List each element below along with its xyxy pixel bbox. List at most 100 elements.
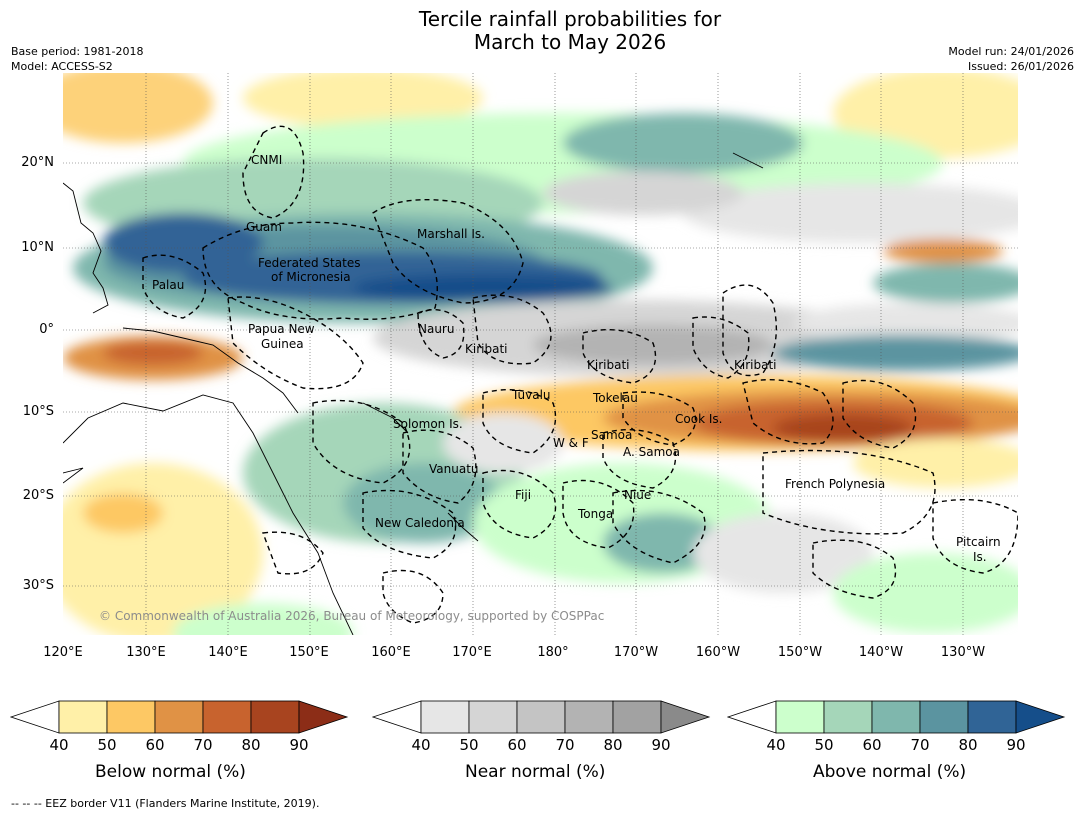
region-label-tuvalu: Tuvalu: [512, 388, 551, 402]
model-name: Model: ACCESS-S2: [11, 60, 113, 73]
region-label-cook: Cook Is.: [675, 412, 723, 426]
region-label-new-caledonia: New Caledonia: [375, 516, 465, 530]
x-tick-label: 120°E: [43, 645, 83, 660]
region-label-vanuatu: Vanuatu: [429, 462, 479, 476]
x-tick-label: 160°E: [371, 645, 411, 660]
eez-borders: [142, 125, 1018, 624]
map-title-line2: March to May 2026: [473, 30, 667, 54]
y-tick-label: 20°S: [22, 488, 54, 503]
eez-legend-note: -- -- -- EEZ border V11 (Flanders Marine…: [11, 797, 320, 810]
colorbar-title-near: Near normal (%): [465, 762, 606, 782]
copyright-notice: © Commonwealth of Australia 2026, Bureau…: [99, 609, 605, 623]
colorbar-over-triangle: [660, 700, 711, 734]
region-label-kiribati-west: Kiribati: [465, 342, 508, 356]
colorbar-below-normal: [10, 700, 349, 734]
colorbar-over-triangle: [1015, 700, 1066, 734]
colorbar-tick: 80: [958, 736, 978, 754]
issued-date: Issued: 26/01/2026: [967, 60, 1074, 73]
region-label-fsm-line1: Federated States: [258, 256, 361, 270]
x-tick-label: 170°W: [613, 645, 659, 660]
colorbar-segment: [468, 700, 518, 734]
colorbar-title-below: Below normal (%): [95, 762, 246, 782]
region-label-samoa: Samoa: [591, 428, 633, 442]
colorbar-segment: [775, 700, 825, 734]
y-tick-label: 30°S: [22, 578, 54, 593]
rainfall-map: CNMI Guam Marshall Is. Federated States …: [63, 73, 1018, 635]
rainfall-map-canvas: [63, 73, 1018, 635]
region-label-kiribati-east: Kiribati: [734, 358, 777, 372]
region-label-tokelau: Tokelau: [593, 391, 638, 405]
colorbar-tick: 90: [289, 736, 309, 754]
region-label-palau: Palau: [152, 278, 185, 292]
colorbar-segment: [564, 700, 614, 734]
colorbar-tick: 40: [49, 736, 69, 754]
colorbar-segment: [420, 700, 470, 734]
colorbar-tick: 80: [241, 736, 261, 754]
colorbar-tick: 60: [862, 736, 882, 754]
colorbar-under-triangle: [727, 700, 777, 734]
colorbar-segment: [612, 700, 662, 734]
colorbar-segment: [250, 700, 300, 734]
colorbar-segment: [516, 700, 566, 734]
y-tick-label: 0°: [39, 322, 54, 337]
colorbar-tick: 70: [193, 736, 213, 754]
colorbar-tick: 50: [97, 736, 117, 754]
region-label-cnmi: CNMI: [251, 153, 283, 167]
region-label-kiribati-central: Kiribati: [587, 358, 630, 372]
colorbar-segment: [58, 700, 108, 734]
region-label-french-polynesia: French Polynesia: [785, 477, 886, 491]
colorbar-tick: 50: [459, 736, 479, 754]
region-label-fiji: Fiji: [515, 488, 532, 502]
region-label-nauru: Nauru: [418, 322, 455, 336]
x-tick-label: 150°E: [289, 645, 329, 660]
colorbar-tick: 40: [766, 736, 786, 754]
colorbar-tick: 40: [411, 736, 431, 754]
colorbar-near-normal: [372, 700, 711, 734]
model-run: Model run: 24/01/2026: [948, 45, 1074, 58]
x-tick-label: 140°W: [858, 645, 904, 660]
colorbar-tick: 60: [145, 736, 165, 754]
x-tick-label: 130°W: [940, 645, 986, 660]
region-label-wallis-futuna: W & F: [553, 436, 589, 450]
region-label-american-samoa: A. Samoa: [623, 445, 680, 459]
colorbar-under-triangle: [372, 700, 422, 734]
colorbar-under-triangle: [10, 700, 60, 734]
colorbar-segment: [106, 700, 156, 734]
colorbar-tick: 50: [814, 736, 834, 754]
region-label-fsm-line2: of Micronesia: [271, 270, 351, 284]
colorbar-over-triangle: [298, 700, 349, 734]
region-label-pitcairn-line1: Pitcairn: [956, 535, 1001, 549]
colorbar-segment: [202, 700, 252, 734]
colorbar-title-above: Above normal (%): [813, 762, 967, 782]
colorbar-tick: 60: [507, 736, 527, 754]
region-label-niue: Niue: [624, 488, 652, 502]
region-label-marshall: Marshall Is.: [417, 227, 485, 241]
x-tick-label: 160°W: [695, 645, 741, 660]
y-tick-label: 20°N: [21, 155, 54, 170]
x-tick-label: 140°E: [208, 645, 248, 660]
colorbar-tick: 80: [603, 736, 623, 754]
map-title-line1: Tercile rainfall probabilities for: [418, 7, 722, 31]
y-tick-label: 10°S: [22, 404, 54, 419]
x-tick-label: 170°E: [452, 645, 492, 660]
colorbar-above-normal: [727, 700, 1066, 734]
base-period: Base period: 1981-2018: [11, 45, 144, 58]
region-label-png-line1: Papua New: [248, 322, 315, 336]
x-tick-label: 180°: [537, 645, 569, 660]
colorbar-segment: [823, 700, 873, 734]
region-label-solomon: Solomon Is.: [393, 417, 463, 431]
y-tick-label: 10°N: [21, 240, 54, 255]
colorbar-tick: 90: [651, 736, 671, 754]
x-tick-label: 130°E: [126, 645, 166, 660]
region-label-tonga: Tonga: [578, 507, 614, 521]
colorbar-segment: [967, 700, 1017, 734]
region-label-pitcairn-line2: Is.: [973, 550, 987, 564]
colorbar-tick: 70: [555, 736, 575, 754]
colorbar-tick: 70: [910, 736, 930, 754]
region-label-guam: Guam: [246, 220, 282, 234]
colorbar-segment: [154, 700, 204, 734]
x-tick-label: 150°W: [777, 645, 823, 660]
region-label-png-line2: Guinea: [261, 337, 304, 351]
coastlines: [63, 152, 764, 635]
colorbar-segment: [919, 700, 969, 734]
